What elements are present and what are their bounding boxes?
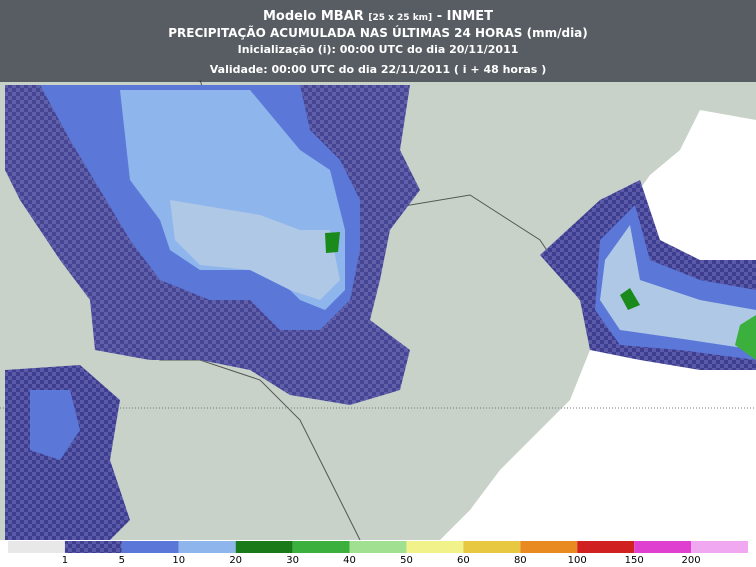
legend-swatch: [8, 541, 65, 553]
legend-label: 150: [625, 555, 644, 566]
title: PRECIPITAÇÃO ACUMULADA NAS ÚLTIMAS 24 HO…: [168, 25, 588, 40]
header-band: [0, 0, 756, 82]
legend-swatch: [691, 541, 748, 553]
model-name: Modelo MBAR: [263, 9, 364, 24]
legend-swatch: [406, 541, 464, 553]
legend-label: 60: [457, 555, 470, 566]
legend-swatch: [634, 541, 692, 553]
initialization: Inicialização (i): 00:00 UTC do dia 20/1…: [238, 43, 519, 56]
legend-swatch: [235, 541, 293, 553]
model-line: Modelo MBAR [25 x 25 km] - INMET: [263, 9, 493, 24]
legend-swatch: [349, 541, 407, 553]
legend-label: 5: [119, 555, 125, 566]
legend-swatch: [520, 541, 578, 553]
legend-label: 80: [514, 555, 527, 566]
resolution: [25 x 25 km]: [368, 13, 432, 23]
legend-swatch: [577, 541, 635, 553]
legend-swatch: [463, 541, 521, 553]
precipitation: [5, 85, 756, 540]
legend-label: 30: [286, 555, 299, 566]
source: - INMET: [437, 9, 493, 24]
legend-label: 100: [568, 555, 587, 566]
legend-swatch: [121, 541, 179, 553]
legend-swatch: [64, 541, 122, 553]
legend-label: 10: [172, 555, 185, 566]
legend-label: 40: [343, 555, 356, 566]
legend: 1 5 10 20 30 40 50 60 80 100 150 200: [8, 541, 748, 566]
legend-label: 1: [62, 555, 68, 566]
legend-label: 50: [400, 555, 413, 566]
legend-label: 200: [682, 555, 701, 566]
validity: Validade: 00:00 UTC do dia 22/11/2011 ( …: [210, 63, 546, 76]
legend-label: 20: [229, 555, 242, 566]
legend-swatch: [178, 541, 236, 553]
legend-swatch: [292, 541, 350, 553]
